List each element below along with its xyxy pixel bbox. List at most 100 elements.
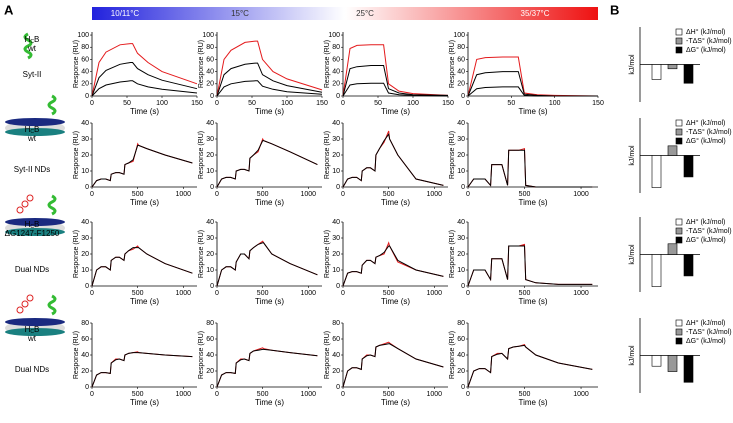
- response-curve: [342, 82, 449, 97]
- x-axis-title: Time (s): [130, 398, 159, 407]
- response-curve: [467, 243, 593, 287]
- x-tick-label: 1000: [573, 191, 589, 198]
- y-tick-label: 80: [81, 320, 89, 327]
- x-tick-label: 100: [549, 100, 561, 107]
- bar: [667, 64, 678, 70]
- y-tick-label: 20: [81, 251, 89, 258]
- legend-label: ΔG° (kJ/mol): [686, 337, 726, 345]
- construct-b: B: [34, 125, 39, 134]
- y-tick-label: 0: [461, 93, 465, 100]
- legend-swatch: [675, 218, 683, 226]
- bar: [651, 254, 662, 287]
- y-tick-label: 40: [457, 352, 465, 359]
- target-label: Syt-II: [23, 70, 42, 79]
- y-tick-label: 20: [332, 251, 340, 258]
- x-tick-label: 100: [156, 100, 168, 107]
- y-axis-title: Response (RU): [449, 331, 456, 379]
- y-tick-label: 10: [332, 267, 340, 274]
- legend-label: ΔH° (kJ/mol): [686, 218, 725, 226]
- x-tick-label: 1000: [573, 391, 589, 398]
- response-curve: [342, 343, 444, 388]
- x-tick-label: 150: [316, 100, 328, 107]
- legend-swatch: [675, 337, 683, 345]
- response-curve: [216, 62, 323, 97]
- response-curve: [216, 242, 318, 287]
- y-tick-label: 20: [332, 152, 340, 159]
- x-tick-label: 50: [374, 100, 382, 107]
- y-tick-label: 20: [206, 368, 214, 375]
- y-tick-label: 20: [206, 251, 214, 258]
- response-curve: [91, 247, 193, 287]
- y-tick-label: 10: [206, 267, 214, 274]
- response-curve: [342, 132, 444, 188]
- legend-swatch: [675, 37, 683, 45]
- legend-swatch: [675, 236, 683, 244]
- x-tick-label: 0: [466, 191, 470, 198]
- y-tick-label: 40: [81, 120, 89, 127]
- y-tick-label: 10: [81, 168, 89, 175]
- x-axis-title: Time (s): [381, 398, 410, 407]
- y-tick-label: 30: [457, 235, 465, 242]
- y-tick-label: 30: [81, 136, 89, 143]
- y-tick-label: 60: [206, 336, 214, 343]
- response-curve: [91, 80, 198, 97]
- y-tick-label: 40: [206, 120, 214, 127]
- x-tick-label: 1000: [176, 290, 192, 297]
- panel-label: A: [4, 2, 14, 17]
- y-tick-label: 20: [457, 251, 465, 258]
- x-axis-title: Time (s): [518, 398, 547, 407]
- y-tick-label: 40: [457, 68, 465, 75]
- x-tick-label: 100: [281, 100, 293, 107]
- y-tick-label: 20: [81, 368, 89, 375]
- x-tick-label: 500: [132, 191, 144, 198]
- x-tick-label: 1000: [573, 290, 589, 297]
- construct-label: HCB: [25, 325, 40, 335]
- construct-b: B: [34, 35, 39, 44]
- x-axis-title: Time (s): [381, 198, 410, 207]
- x-tick-label: 0: [90, 100, 94, 107]
- bar: [667, 355, 678, 372]
- icons: [5, 32, 65, 336]
- response-curve: [467, 86, 598, 97]
- legend-label: ΔG° (kJ/mol): [686, 46, 726, 54]
- x-tick-label: 500: [383, 191, 395, 198]
- x-tick-label: 500: [519, 391, 531, 398]
- y-tick-label: 0: [85, 184, 89, 191]
- bar: [683, 254, 694, 277]
- variant-label: wt: [27, 134, 37, 143]
- response-curve: [342, 241, 444, 287]
- construct-h: H: [25, 325, 31, 334]
- x-tick-label: 1000: [301, 391, 317, 398]
- legend-swatch: [675, 28, 683, 36]
- x-tick-label: 0: [341, 391, 345, 398]
- y-tick-label: 0: [336, 283, 340, 290]
- x-axis-title: Time (s): [518, 297, 547, 306]
- response-curve: [216, 140, 318, 188]
- y-axis-title: Response (RU): [73, 331, 80, 379]
- construct-h: H: [25, 220, 31, 229]
- y-tick-label: 0: [210, 184, 214, 191]
- x-tick-label: 500: [519, 191, 531, 198]
- legend-label: ΔH° (kJ/mol): [686, 119, 725, 127]
- y-tick-label: 0: [210, 283, 214, 290]
- y-tick-label: 100: [202, 32, 214, 39]
- x-tick-label: 1000: [427, 391, 443, 398]
- x-axis-title: Time (s): [518, 107, 547, 116]
- y-tick-label: 80: [332, 44, 340, 51]
- target-label: Dual NDs: [15, 365, 49, 374]
- y-tick-label: 40: [457, 120, 465, 127]
- legend-label: -TΔS° (kJ/mol): [686, 328, 732, 336]
- x-tick-label: 0: [215, 391, 219, 398]
- y-tick-label: 20: [206, 81, 214, 88]
- y-tick-label: 60: [457, 56, 465, 63]
- x-tick-label: 0: [215, 100, 219, 107]
- x-axis-title: Time (s): [255, 398, 284, 407]
- y-tick-label: 30: [332, 136, 340, 143]
- x-tick-label: 0: [341, 191, 345, 198]
- x-axis-title: Time (s): [255, 198, 284, 207]
- x-tick-label: 500: [257, 290, 269, 297]
- x-axis-title: Time (s): [381, 297, 410, 306]
- x-tick-label: 0: [90, 290, 94, 297]
- response-curve: [467, 344, 593, 388]
- legend-label: ΔG° (kJ/mol): [686, 236, 726, 244]
